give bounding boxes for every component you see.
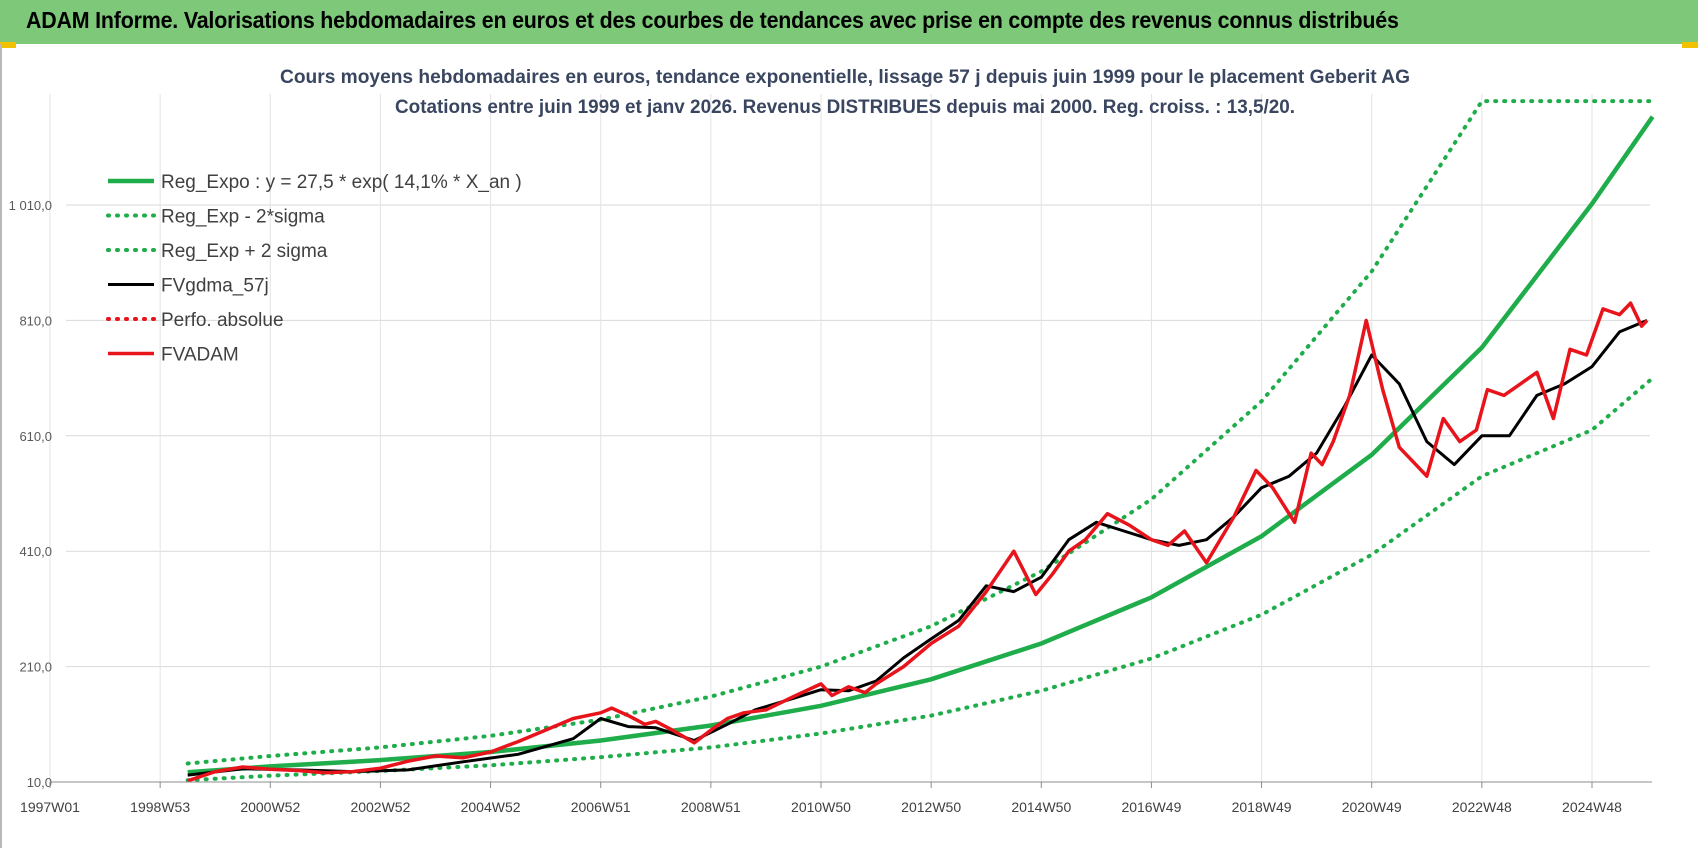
y-tick-label: 1 010,0	[9, 198, 52, 213]
x-tick-label: 2010W50	[791, 799, 851, 815]
x-tick-label: 2024W48	[1562, 799, 1622, 815]
x-tick-label: 2012W50	[901, 799, 961, 815]
series-line-fvgdma_57j	[187, 319, 1648, 777]
series-line-reg_exp	[185, 99, 1655, 766]
x-tick-label: 2006W51	[571, 799, 631, 815]
y-tick-label: 210,0	[19, 660, 52, 675]
legend-label: Perfo. absolue	[161, 310, 284, 331]
series-line-reg_expo	[187, 115, 1655, 775]
x-tick-label: 1998W53	[130, 799, 190, 815]
legend-label: Reg_Exp + 2 sigma	[161, 241, 328, 262]
x-tick-label: 2022W48	[1452, 799, 1512, 815]
x-tick-label: 2002W52	[350, 799, 410, 815]
banner-title: ADAM Informe. Valorisations hebdomadaire…	[26, 7, 1399, 33]
y-tick-label: 810,0	[19, 313, 52, 328]
legend-label: FVgdma_57j	[161, 276, 269, 297]
legend: Reg_Expo : y = 27,5 * exp( 14,1% * X_an …	[106, 172, 522, 366]
legend-label: FVADAM	[161, 345, 239, 366]
x-tick-label: 2004W52	[461, 799, 521, 815]
title-banner: ADAM Informe. Valorisations hebdomadaire…	[0, 0, 1698, 44]
series-line-fvadam	[187, 301, 1649, 783]
x-tick-label: 1997W01	[20, 799, 80, 815]
grid-lines	[49, 94, 1650, 783]
chart-area: 10,0 210,0 410,0 610,0 810,0 1 010,0 1997W01 19…	[0, 44, 1698, 848]
x-tick-label: 2016W49	[1121, 799, 1181, 815]
legend-label: Reg_Exp - 2*sigma	[161, 207, 325, 228]
series-layer	[185, 99, 1655, 783]
x-tick-label: 2020W49	[1342, 799, 1402, 815]
x-tick-label: 2000W52	[240, 799, 300, 815]
x-tick-label: 2008W51	[681, 799, 741, 815]
x-tick-label: 2014W50	[1011, 799, 1071, 815]
axis-layer: 10,0 210,0 410,0 610,0 810,0 1 010,0 1997W01 19…	[9, 198, 1652, 815]
x-tick-label: 2018W49	[1232, 799, 1292, 815]
chart-subtitle: Cotations entre juin 1999 et janv 2026. …	[395, 97, 1295, 118]
corner-marker-left	[0, 42, 16, 48]
chart-title: Cours moyens hebdomadaires en euros, ten…	[280, 67, 1410, 88]
line-chart: 10,0 210,0 410,0 610,0 810,0 1 010,0 1997W01 19…	[9, 67, 1655, 815]
y-tick-label: 10,0	[27, 775, 52, 790]
legend-label: Reg_Expo : y = 27,5 * exp( 14,1% * X_an …	[161, 172, 522, 193]
y-tick-label: 410,0	[19, 544, 52, 559]
series-line-reg_exp	[185, 376, 1655, 783]
y-tick-label: 610,0	[19, 429, 52, 444]
corner-marker-right	[1682, 42, 1698, 48]
